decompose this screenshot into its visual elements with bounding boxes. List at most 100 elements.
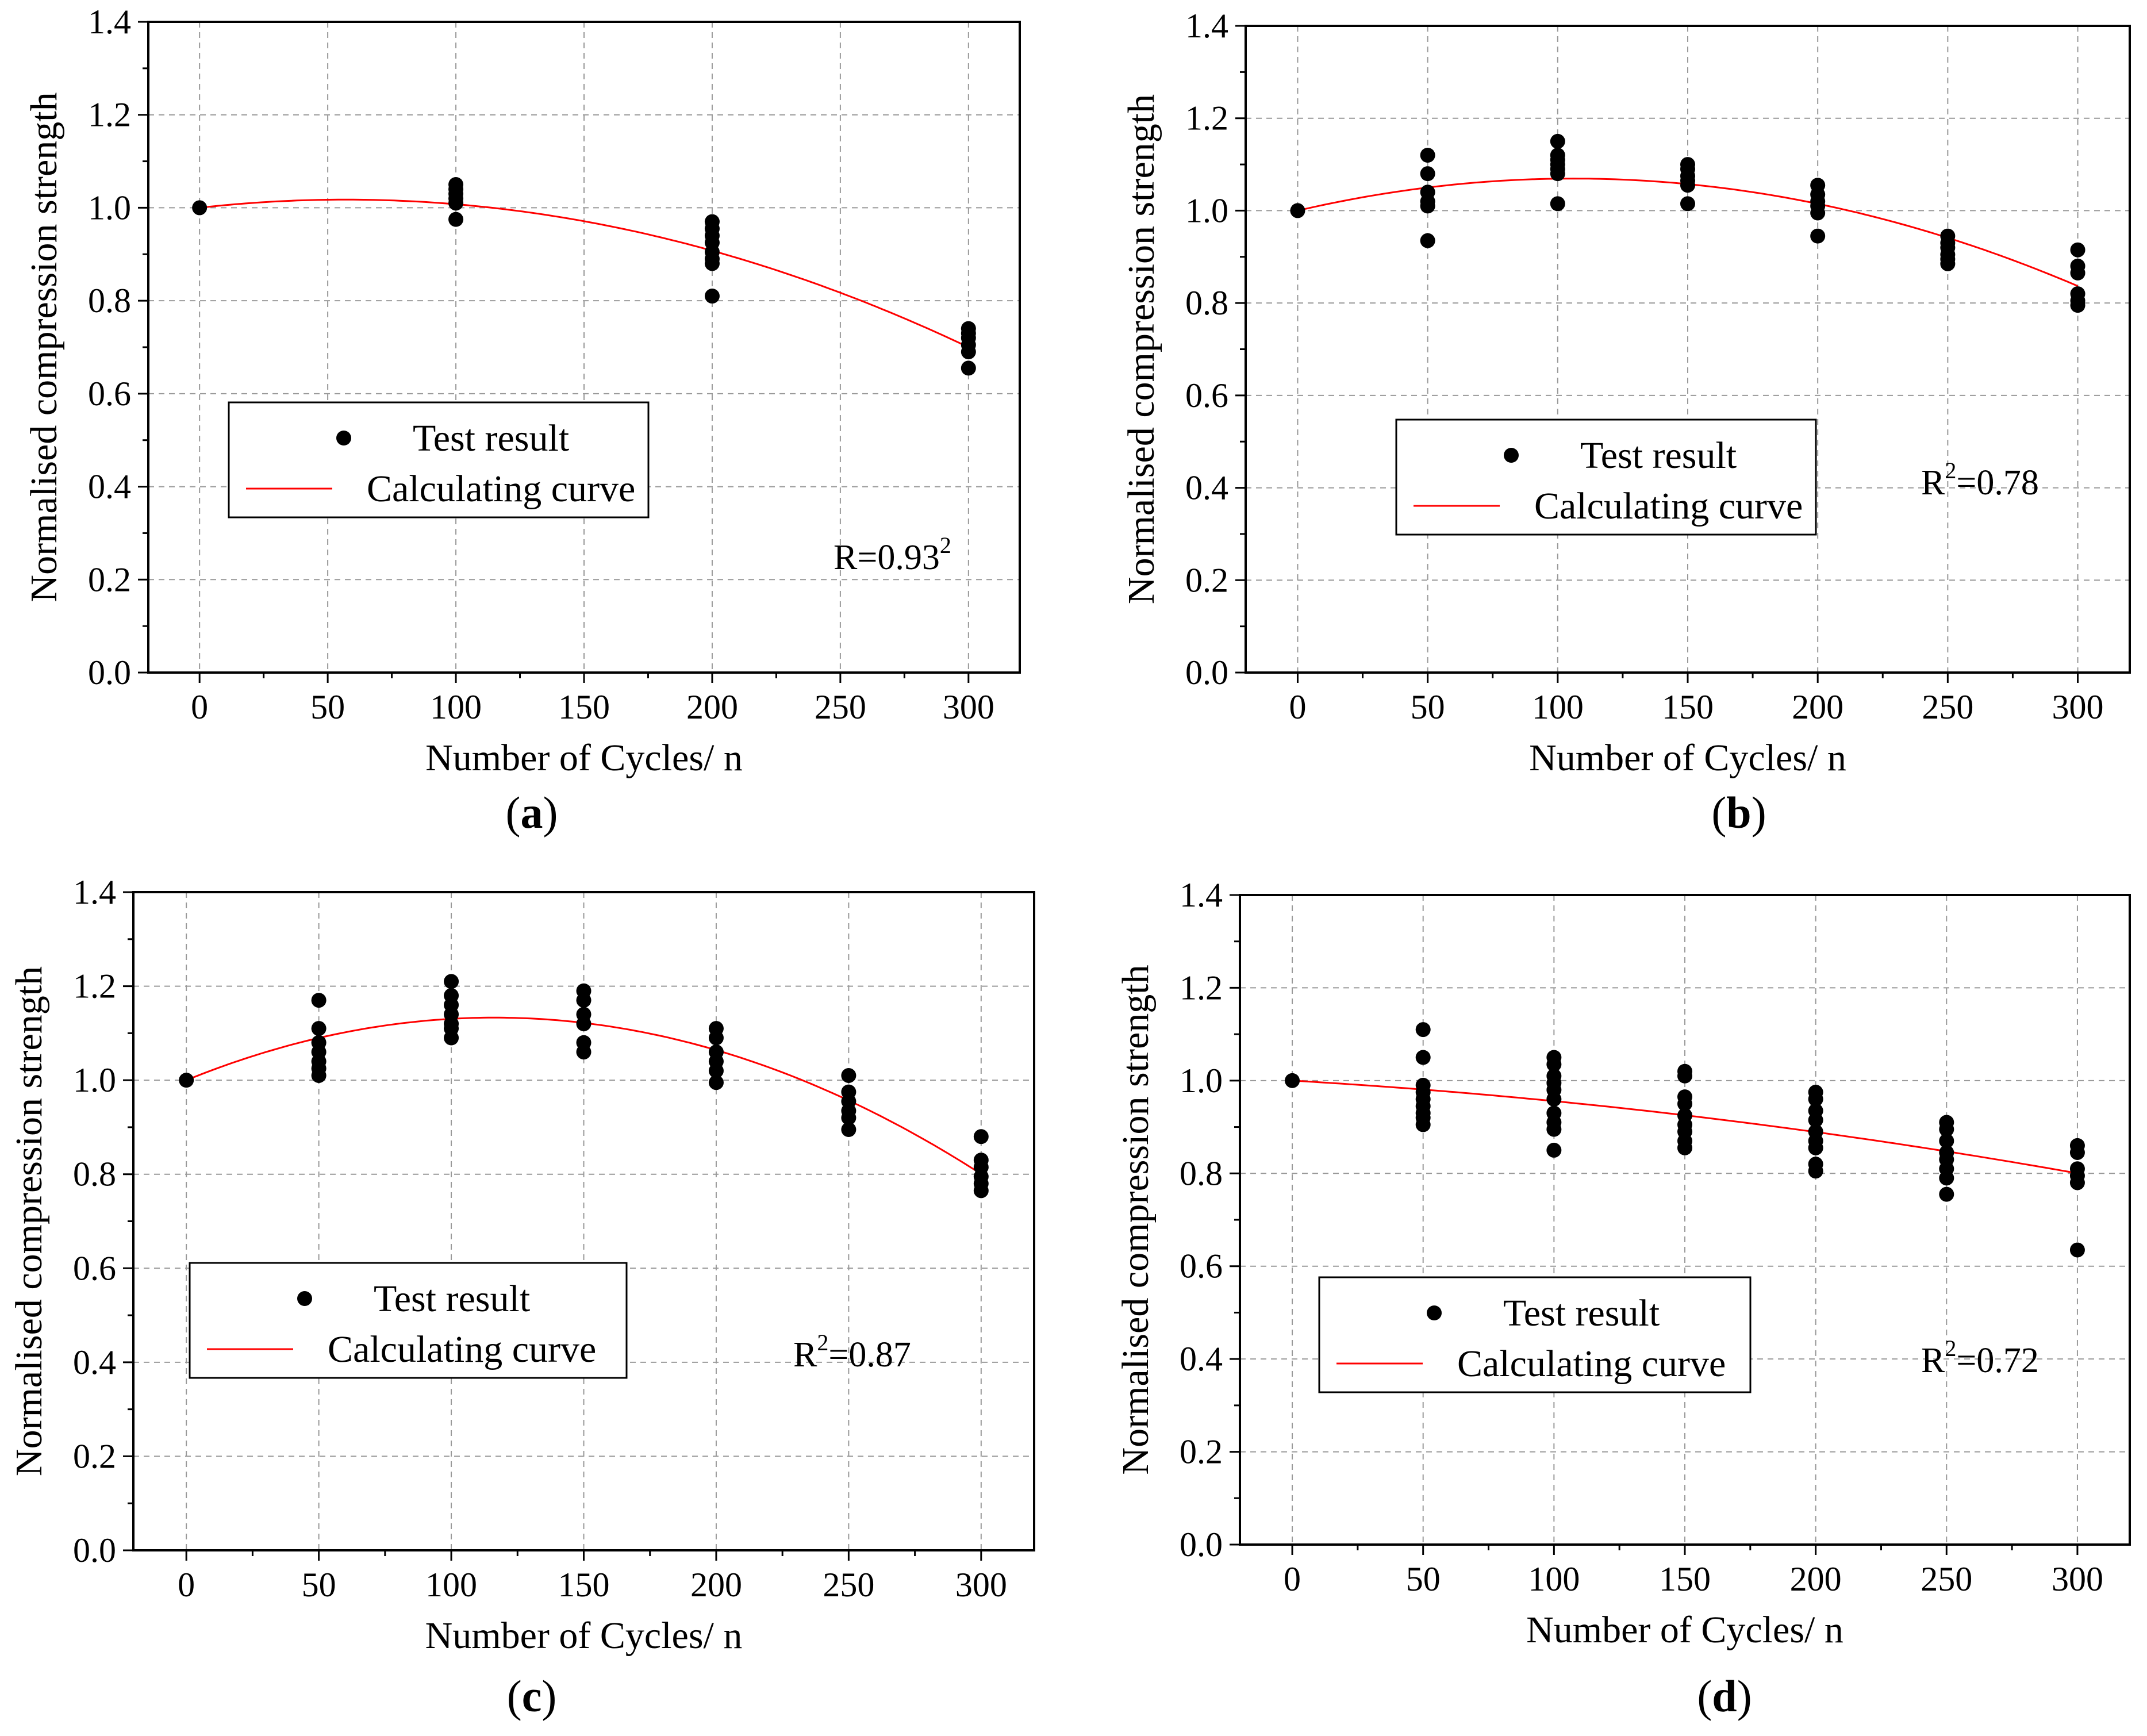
c-xtick-label-5: 250 — [823, 1566, 874, 1604]
b-xtick-label-2: 100 — [1532, 688, 1584, 726]
a-ytick-label-5: 1.0 — [88, 189, 131, 226]
d-ytick-label-2: 0.4 — [1180, 1340, 1223, 1378]
b-ytick-label-1: 0.2 — [1185, 561, 1228, 599]
b-data-point-2 — [1420, 166, 1435, 182]
b-data-point-18 — [1680, 178, 1695, 193]
b-ytick-label-5: 1.0 — [1185, 191, 1228, 229]
b-legend-test-result: Test result — [1580, 435, 1737, 477]
d-ytick-label-7: 1.4 — [1180, 876, 1223, 914]
a-xtick-label-3: 150 — [558, 688, 610, 726]
a-data-point-6 — [448, 212, 464, 227]
a-data-point-14 — [704, 289, 720, 304]
c-r-squared-annotation: R2=0.87 — [793, 1330, 911, 1374]
c-data-point-18 — [576, 1016, 592, 1031]
b-data-point-1 — [1420, 148, 1435, 163]
c-data-point-33 — [973, 1129, 989, 1144]
d-xtick-label-2: 100 — [1528, 1560, 1580, 1598]
c-xtick-label-0: 0 — [178, 1566, 195, 1604]
b-ytick-label-3: 0.6 — [1185, 377, 1228, 414]
b-ytick-label-4: 0.8 — [1185, 284, 1228, 322]
b-data-point-24 — [1810, 205, 1826, 221]
d-data-point-44 — [1939, 1170, 1954, 1186]
b-x-axis-label: Number of Cycles/ n — [1529, 737, 1846, 779]
a-xtick-label-4: 200 — [686, 688, 738, 726]
d-data-point-1 — [1415, 1022, 1431, 1038]
chart-panel-b: 0 50 100 150 200 250 300 0.0 0.2 0.4 0.6 0.8 1.0 1.2 1… — [1073, 0, 2147, 866]
c-ytick-label-2: 0.4 — [73, 1343, 116, 1381]
d-data-point-47 — [2069, 1144, 2085, 1160]
a-ytick-label-2: 0.4 — [88, 468, 131, 506]
a-data-point-19 — [961, 344, 976, 360]
c-ytick-label-1: 0.2 — [73, 1437, 116, 1475]
c-ytick-label-7: 1.4 — [73, 873, 116, 911]
c-xtick-label-3: 150 — [558, 1566, 610, 1604]
d-data-point-32 — [1808, 1112, 1823, 1128]
c-data-point-16 — [576, 993, 592, 1008]
c-data-point-38 — [973, 1183, 989, 1199]
c-data-point-2 — [311, 1021, 327, 1036]
b-xtick-label-5: 250 — [1922, 688, 1973, 726]
d-legend-box — [1318, 1276, 1752, 1393]
b-panel-caption: (b) — [1711, 788, 1766, 838]
d-data-point-37 — [1808, 1163, 1823, 1179]
b-data-point-13 — [1550, 196, 1565, 212]
b-ytick-label-7: 1.4 — [1185, 7, 1228, 45]
b-data-point-5 — [1420, 198, 1435, 214]
d-ytick-label-0: 0.0 — [1180, 1526, 1223, 1564]
d-data-point-15 — [1546, 1092, 1562, 1107]
a-data-point-13 — [704, 256, 720, 271]
a-legend-point-symbol — [336, 431, 351, 445]
d-ytick-label-4: 0.8 — [1180, 1154, 1223, 1192]
c-data-point-1 — [311, 993, 327, 1008]
d-xtick-label-0: 0 — [1284, 1560, 1301, 1598]
c-xtick-label-6: 300 — [955, 1566, 1007, 1604]
a-xtick-label-2: 100 — [430, 688, 482, 726]
c-data-point-8 — [444, 974, 459, 989]
b-data-point-31 — [1940, 256, 1956, 271]
a-ytick-label-6: 1.2 — [88, 96, 131, 134]
a-y-axis-label: Normalised compression strength — [23, 92, 65, 602]
a-data-point-20 — [961, 360, 976, 376]
b-r-squared-annotation: R2=0.78 — [1921, 458, 2039, 502]
d-ytick-label-5: 1.0 — [1180, 1062, 1223, 1100]
d-data-point-2 — [1415, 1050, 1431, 1065]
d-data-point-35 — [1808, 1140, 1823, 1155]
d-legend-test-result: Test result — [1503, 1292, 1660, 1334]
d-data-point-50 — [2069, 1175, 2085, 1190]
c-legend-calculating-curve: Calculating curve — [328, 1328, 596, 1370]
a-data-point-5 — [448, 195, 464, 211]
b-xtick-label-0: 0 — [1289, 688, 1306, 726]
a-legend-calculating-curve: Calculating curve — [367, 468, 635, 510]
d-data-point-39 — [1939, 1122, 1954, 1137]
b-data-point-6 — [1420, 233, 1435, 248]
d-ytick-label-1: 0.2 — [1180, 1433, 1223, 1471]
c-xtick-label-4: 200 — [690, 1566, 742, 1604]
b-data-point-37 — [2070, 298, 2085, 313]
chart-d-svg: 0 50 100 150 200 250 300 0.0 0.2 0.4 0.6 0.8 1.0 1.2 1… — [1115, 876, 2131, 1721]
c-data-point-7 — [311, 1067, 327, 1083]
c-legend-point-symbol — [297, 1291, 312, 1306]
a-x-axis-label: Number of Cycles/ n — [425, 737, 743, 779]
a-legend-test-result: Test result — [413, 417, 569, 459]
d-data-point-9 — [1415, 1117, 1431, 1132]
b-xtick-label-4: 200 — [1792, 688, 1843, 726]
a-ytick-label-3: 0.6 — [88, 375, 131, 413]
d-data-point-30 — [1808, 1092, 1823, 1107]
d-panel-caption: (d) — [1697, 1671, 1752, 1721]
d-data-point-11 — [1546, 1057, 1562, 1072]
chart-panel-d: 0 50 100 150 200 250 300 0.0 0.2 0.4 0.6 0.8 1.0 1.2 1… — [1073, 866, 2147, 1733]
c-ytick-label-5: 1.0 — [73, 1061, 116, 1099]
c-xtick-label-2: 100 — [425, 1566, 477, 1604]
c-data-point-25 — [708, 1063, 724, 1078]
d-legend-point-symbol — [1427, 1305, 1442, 1320]
a-ytick-label-7: 1.4 — [88, 3, 131, 41]
d-data-point-28 — [1677, 1140, 1692, 1155]
a-panel-caption: (a) — [506, 788, 558, 838]
b-ytick-label-0: 0.0 — [1185, 654, 1228, 692]
b-data-point-25 — [1810, 228, 1826, 244]
d-xtick-label-5: 250 — [1921, 1560, 1972, 1598]
b-y-axis-label: Normalised compression strength — [1120, 94, 1162, 604]
a-data-point-0 — [192, 200, 208, 216]
a-xtick-label-5: 250 — [815, 688, 866, 726]
d-ytick-label-6: 1.2 — [1180, 969, 1223, 1007]
